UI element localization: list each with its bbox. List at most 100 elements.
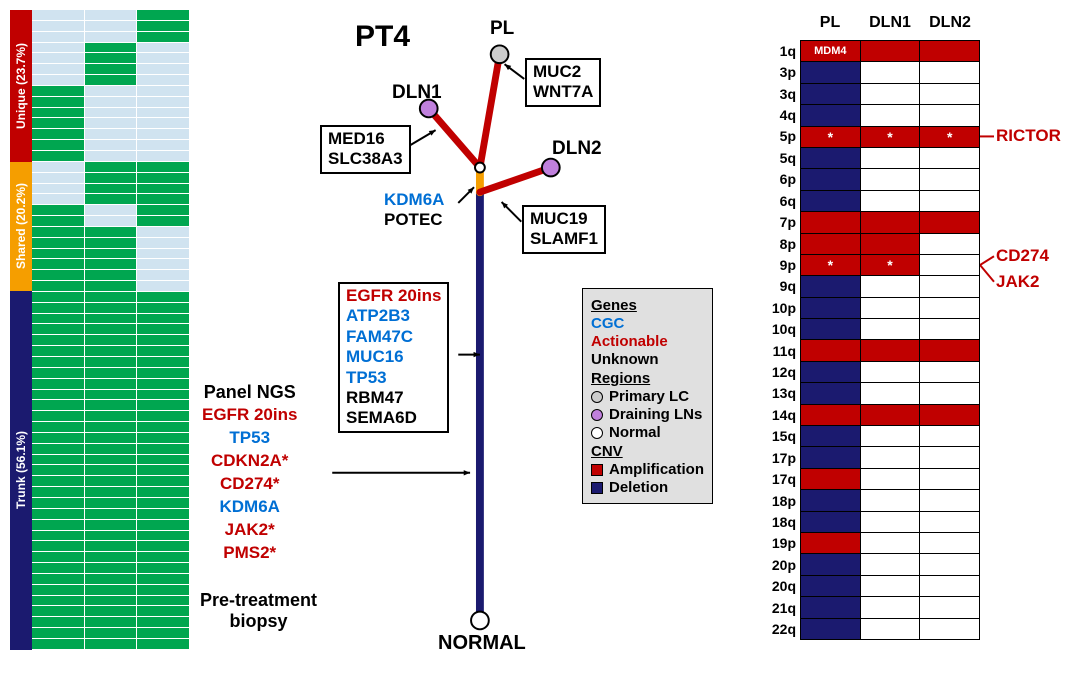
legend-text: Deletion (609, 479, 668, 496)
heatmap-cell (32, 465, 85, 475)
normal-label: NORMAL (438, 632, 526, 655)
heatmap-cell (85, 205, 138, 215)
cnv-row (801, 105, 979, 126)
heatmap-cell (137, 400, 190, 410)
heatmap-cell (32, 173, 85, 183)
heatmap-cell (85, 476, 138, 486)
heatmap-cell (32, 476, 85, 486)
legend-row: Amplification (591, 461, 704, 478)
cnv-row-label: 10q (760, 318, 800, 339)
heatmap-cell (137, 238, 190, 248)
heatmap-cell (32, 151, 85, 161)
heatmap-cell (85, 379, 138, 389)
gene-name: JAK2* (202, 519, 297, 542)
heatmap-cell (137, 639, 190, 649)
heatmap-cell (85, 129, 138, 139)
heatmap-cell (137, 422, 190, 432)
heatmap-cell (137, 498, 190, 508)
heatmap-cell (85, 173, 138, 183)
heatmap-cell (32, 292, 85, 302)
cnv-cell (920, 255, 979, 275)
heatmap-cell (32, 227, 85, 237)
heatmap-cell (137, 585, 190, 595)
heatmap-cell (32, 75, 85, 85)
cnv-row (801, 84, 979, 105)
cnv-cell (801, 383, 861, 403)
gene-name: SLC38A3 (328, 149, 403, 169)
heatmap-cell (85, 281, 138, 291)
cnv-cell (920, 533, 979, 553)
heatmap-cell (85, 411, 138, 421)
legend-row: Unknown (591, 351, 704, 368)
cnv-cell: * (861, 127, 921, 147)
heatmap-cell (32, 433, 85, 443)
cnv-cell (801, 469, 861, 489)
cnv-row (801, 212, 979, 233)
cnv-grid: MDM4***** (800, 40, 980, 640)
heatmap-cell (137, 227, 190, 237)
cnv-header: DLN2 (920, 14, 980, 32)
cnv-cell (861, 41, 921, 61)
cnv-row-labels: 1q3p3q4q5p5q6p6q7p8p9p9q10p10q11q12q13q1… (760, 40, 800, 640)
cnv-cell (801, 619, 861, 639)
heatmap-cell (85, 639, 138, 649)
cnv-cell (920, 41, 979, 61)
cnv-row-label: 1q (760, 40, 800, 61)
heatmap-cell (137, 574, 190, 584)
cnv-cell (920, 490, 979, 510)
gene-name: TP53 (202, 427, 297, 450)
heatmap-cell (32, 184, 85, 194)
heatmap-cell (32, 162, 85, 172)
cnv-cell: * (801, 255, 861, 275)
cnv-cell (920, 276, 979, 296)
heatmap-cell (137, 465, 190, 475)
cnv-cell (861, 533, 921, 553)
heatmap-cell (85, 585, 138, 595)
heatmap-cell (137, 32, 190, 42)
cnv-cell (861, 191, 921, 211)
category-label: Unique (23.7%) (14, 43, 28, 129)
cnv-cell (920, 212, 979, 232)
heatmap-cell (32, 422, 85, 432)
heatmap-cell (85, 259, 138, 269)
legend-circle-icon (591, 427, 603, 439)
cnv-row (801, 597, 979, 618)
patient-title: PT4 (355, 20, 410, 54)
legend-row: Primary LC (591, 388, 704, 405)
heatmap-cell (32, 32, 85, 42)
gene-box: EGFR 20insATP2B3FAM47CMUC16TP53RBM47SEMA… (338, 282, 449, 433)
panel-ngs-list: Panel NGSEGFR 20insTP53CDKN2A*CD274*KDM6… (202, 380, 297, 565)
cnv-cell (861, 554, 921, 574)
cnv-cell (920, 576, 979, 596)
node-label: DLN2 (552, 138, 602, 160)
heatmap-cell (32, 118, 85, 128)
heatmap-cell (85, 498, 138, 508)
cnv-row-label: 13q (760, 383, 800, 404)
legend-text: Draining LNs (609, 406, 702, 423)
cnv-cell (861, 276, 921, 296)
cnv-row-label: 15q (760, 426, 800, 447)
left-heatmap-panel: Unique (23.7%)Shared (20.2%)Trunk (56.1%… (10, 10, 190, 650)
heatmap-cell (85, 43, 138, 53)
heatmap-cell (85, 433, 138, 443)
heatmap-cell (85, 97, 138, 107)
cnv-cell (861, 340, 921, 360)
heatmap-cell (85, 574, 138, 584)
heatmap-cell (32, 498, 85, 508)
heatmap-cell (137, 108, 190, 118)
heatmap-cell (137, 184, 190, 194)
heatmap-cell (137, 346, 190, 356)
heatmap-cell (137, 281, 190, 291)
cnv-row (801, 340, 979, 361)
heatmap-cell (137, 520, 190, 530)
heatmap-cell (32, 541, 85, 551)
cnv-row-label: 11q (760, 340, 800, 361)
gene-name: EGFR 20ins (346, 286, 441, 306)
heatmap-cell (32, 368, 85, 378)
heatmap-cell (137, 433, 190, 443)
cnv-row-label: 14q (760, 404, 800, 425)
gene-name: KDM6A (202, 496, 297, 519)
heatmap-cell (32, 64, 85, 74)
gene-name: CDKN2A* (202, 450, 297, 473)
gene-name: POTEC (384, 210, 444, 230)
